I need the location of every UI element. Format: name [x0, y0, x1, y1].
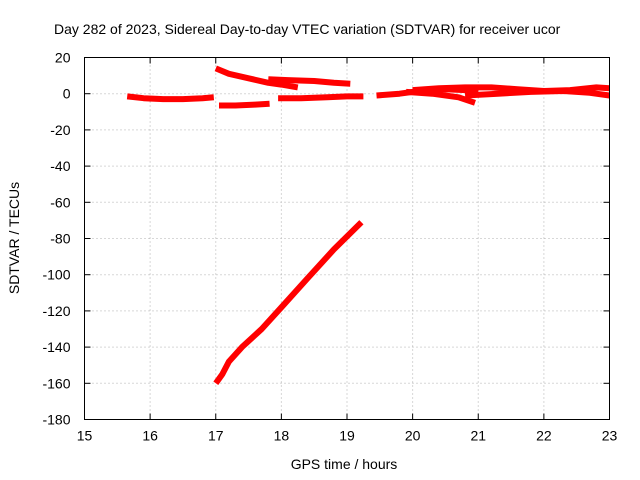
data-series-10	[213, 220, 364, 386]
y-tick-labels: 20 0 -20 -40 -60 -80 -100 -120 -140 -160 -180	[42, 50, 70, 428]
x-tick-label: 17	[208, 428, 224, 444]
data-series-1	[126, 93, 215, 103]
data-series-8	[412, 84, 610, 94]
y-tick-label: -180	[42, 412, 70, 428]
data-series-2	[214, 65, 299, 91]
y-tick-label: -40	[50, 158, 70, 174]
y-tick-label: 20	[55, 50, 71, 66]
y-tick-label: -160	[42, 375, 70, 391]
x-tick-label: 23	[602, 428, 618, 444]
y-tick-label: -120	[42, 303, 70, 319]
data-series	[126, 65, 610, 386]
x-tick-label: 16	[142, 428, 158, 444]
data-series-7	[405, 88, 476, 106]
y-tick-label: -80	[50, 231, 70, 247]
data-series-5	[278, 93, 364, 102]
y-axis-title: SDTVAR / TECUs	[6, 182, 22, 294]
y-tick-label: -100	[42, 267, 70, 283]
x-tick-label: 22	[536, 428, 552, 444]
x-tick-label: 21	[470, 428, 486, 444]
chart-title: Day 282 of 2023, Sidereal Day-to-day VTE…	[54, 21, 561, 37]
x-tick-label: 18	[274, 428, 290, 444]
data-series-9	[464, 88, 610, 99]
x-tick-label: 19	[339, 428, 355, 444]
y-tick-label: -20	[50, 122, 70, 138]
x-axis-title: GPS time / hours	[291, 456, 398, 472]
y-tick-label: -140	[42, 339, 70, 355]
x-tick-label: 15	[77, 428, 93, 444]
plot-frame	[84, 57, 610, 420]
data-series-4	[219, 100, 270, 109]
x-tick-label: 20	[405, 428, 421, 444]
y-tick-label: 0	[63, 86, 71, 102]
data-series-3	[268, 76, 351, 87]
x-tick-labels: 15 16 17 18 19 20 21 22 23	[77, 428, 618, 444]
y-tick-label: -60	[50, 194, 70, 210]
